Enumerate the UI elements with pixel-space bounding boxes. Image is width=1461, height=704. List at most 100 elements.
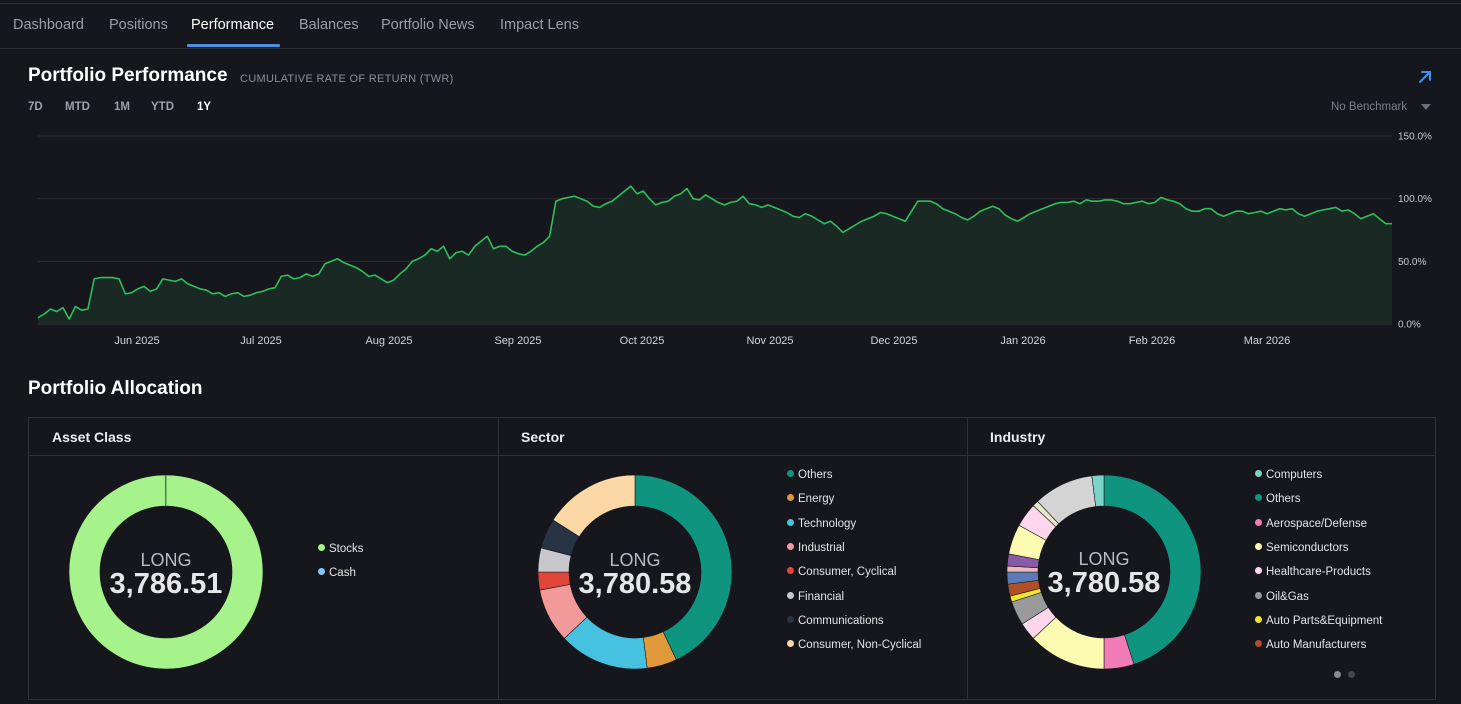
x-tick-label: Mar 2026 xyxy=(1244,335,1290,347)
legend-item[interactable]: Computers xyxy=(1255,469,1322,481)
legend-label: Oil&Gas xyxy=(1266,590,1309,603)
legend-item[interactable]: Healthcare-Products xyxy=(1255,566,1371,578)
donut-segment[interactable] xyxy=(634,474,733,661)
tab-positions[interactable]: Positions xyxy=(109,17,168,33)
legend-dot-icon xyxy=(1255,470,1262,477)
pager-dot[interactable] xyxy=(1348,671,1355,678)
asset-class-panel: Asset Class LONG 3,786.51 Stocks Cash xyxy=(29,418,498,699)
range-ytd[interactable]: YTD xyxy=(151,101,174,113)
sector-donut xyxy=(537,474,733,670)
legend-label: Energy xyxy=(798,493,835,506)
industry-donut xyxy=(1006,474,1202,670)
donut-segment[interactable] xyxy=(68,474,264,670)
legend-label: Others xyxy=(798,469,833,481)
legend-dot-icon xyxy=(787,542,794,550)
y-tick-label: 50.0% xyxy=(1398,257,1426,268)
x-tick-label: Nov 2025 xyxy=(746,335,793,347)
range-7d[interactable]: 7D xyxy=(28,101,43,113)
industry-panel: Industry LONG 3,780.58 Computers Others Ae… xyxy=(968,418,1435,699)
chevron-down-icon[interactable] xyxy=(1421,104,1431,110)
legend-label: Others xyxy=(1266,493,1301,506)
legend-dot-icon xyxy=(787,591,794,599)
y-tick-label: 0.0% xyxy=(1398,320,1421,331)
legend-dot-icon xyxy=(787,470,794,477)
panel-divider xyxy=(967,418,968,699)
legend-label: Financial xyxy=(798,590,845,603)
legend-item[interactable]: Communications xyxy=(787,615,884,627)
legend-item[interactable]: Cash xyxy=(318,567,356,579)
asset-class-donut xyxy=(68,474,264,670)
legend-item[interactable]: Consumer, Cyclical xyxy=(787,566,896,578)
legend-item[interactable]: Auto Parts&Equipment xyxy=(1255,615,1382,627)
panel-header: Industry xyxy=(968,418,1435,456)
panel-header: Asset Class xyxy=(29,418,498,456)
x-tick-label: Sep 2025 xyxy=(494,335,541,347)
panel-divider xyxy=(498,418,499,699)
legend-label: Aerospace/Defense xyxy=(1266,517,1368,530)
legend-item[interactable]: Aerospace/Defense xyxy=(1255,518,1367,530)
legend-dot-icon xyxy=(1255,567,1262,575)
y-tick-label: 100.0% xyxy=(1398,194,1432,205)
x-tick-label: Feb 2026 xyxy=(1129,335,1175,347)
x-tick-label: Oct 2025 xyxy=(620,335,665,347)
legend-item[interactable]: Technology xyxy=(787,518,856,530)
donut-segment[interactable] xyxy=(1091,474,1105,507)
performance-title: Portfolio Performance xyxy=(28,65,228,86)
legend-item[interactable]: Stocks xyxy=(318,543,364,555)
donut-segment[interactable] xyxy=(1103,474,1202,665)
legend-label: Communications xyxy=(798,614,884,627)
panel-title: Asset Class xyxy=(52,429,132,445)
legend-label: Auto Manufacturers xyxy=(1266,639,1367,652)
x-tick-label: Jun 2025 xyxy=(114,335,159,347)
legend-dot-icon xyxy=(1255,640,1262,648)
panel-title: Sector xyxy=(521,429,565,445)
y-tick-label: 150.0% xyxy=(1398,132,1432,143)
legend-item[interactable]: Others xyxy=(787,469,833,481)
tab-balances[interactable]: Balances xyxy=(299,17,359,33)
x-tick-label: Jul 2025 xyxy=(240,335,282,347)
pager-dot-active[interactable] xyxy=(1334,671,1341,678)
panel-header: Sector xyxy=(499,418,967,456)
range-mtd[interactable]: MTD xyxy=(65,101,90,113)
x-tick-label: Jan 2026 xyxy=(1000,335,1045,347)
legend-dot-icon xyxy=(787,518,794,526)
legend-label: Computers xyxy=(1266,469,1323,481)
legend-label: Stocks xyxy=(329,543,364,555)
legend-dot-icon xyxy=(318,568,325,576)
legend-item[interactable]: Financial xyxy=(787,591,844,603)
benchmark-select[interactable]: No Benchmark xyxy=(1331,101,1408,113)
panel-title: Industry xyxy=(990,429,1046,445)
donut-segment[interactable] xyxy=(552,474,636,538)
legend-label: Semiconductors xyxy=(1266,541,1349,554)
legend-item[interactable]: Auto Manufacturers xyxy=(1255,639,1366,651)
tab-performance[interactable]: Performance xyxy=(191,17,275,33)
top-border xyxy=(0,3,1461,4)
tab-impact-lens[interactable]: Impact Lens xyxy=(500,17,579,33)
legend-item[interactable]: Industrial xyxy=(787,542,845,554)
tab-portfolio-news[interactable]: Portfolio News xyxy=(381,17,475,33)
legend-item[interactable]: Consumer, Non-Cyclical xyxy=(787,639,921,651)
legend-dot-icon xyxy=(1255,494,1262,502)
expand-icon[interactable] xyxy=(1416,68,1434,86)
nav-tabs: Dashboard Positions Performance Balances… xyxy=(0,0,1461,49)
legend-item[interactable]: Semiconductors xyxy=(1255,542,1348,554)
legend-label: Auto Parts&Equipment xyxy=(1266,614,1383,627)
legend-dot-icon xyxy=(1255,518,1262,526)
donut-center-label: LONG xyxy=(140,550,192,570)
legend-item[interactable]: Oil&Gas xyxy=(1255,591,1309,603)
performance-subtitle: CUMULATIVE RATE OF RETURN (TWR) xyxy=(240,73,454,85)
legend-dot-icon xyxy=(787,640,794,648)
range-1m[interactable]: 1M xyxy=(114,101,130,113)
allocation-title: Portfolio Allocation xyxy=(28,378,203,399)
donut-center-label: LONG xyxy=(609,550,661,570)
legend-label: Cash xyxy=(329,567,356,580)
range-1y[interactable]: 1Y xyxy=(197,101,212,113)
legend-item[interactable]: Others xyxy=(1255,493,1301,505)
legend-label: Consumer, Cyclical xyxy=(798,566,897,579)
tab-dashboard[interactable]: Dashboard xyxy=(13,17,84,33)
legend-item[interactable]: Energy xyxy=(787,493,834,505)
legend-label: Technology xyxy=(798,517,857,530)
x-tick-label: Aug 2025 xyxy=(365,335,412,347)
legend-label: Healthcare-Products xyxy=(1266,566,1371,579)
performance-line xyxy=(37,185,1392,320)
